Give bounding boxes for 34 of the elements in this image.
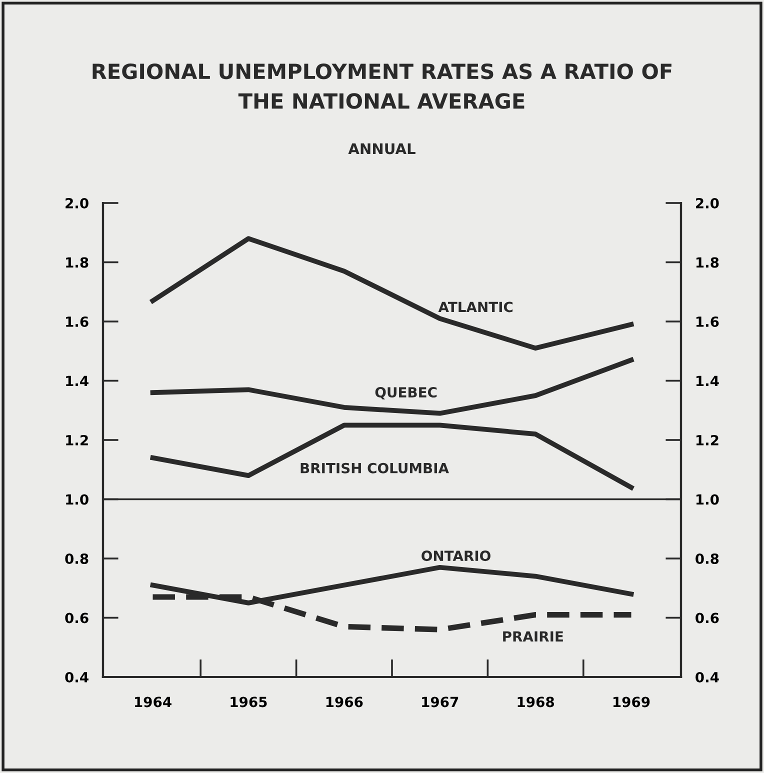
series-label: QUEBEC (375, 387, 437, 400)
y2-tick-label: 1.6 (696, 316, 719, 327)
y-tick-label: 1.2 (66, 434, 88, 446)
y-tick-label: 1.6 (66, 316, 88, 327)
x-tick-label: 1968 (518, 696, 554, 708)
y2-tick-label: 2.0 (696, 198, 719, 208)
x-tick-label: 1969 (613, 696, 650, 708)
chart-subtitle: ANNUAL (348, 143, 416, 154)
y2-tick-label: 0.6 (696, 612, 719, 624)
y-tick-label: 0.6 (65, 612, 88, 624)
series-label: ONTARIO (422, 550, 490, 562)
x-tick-label: 1966 (326, 696, 363, 708)
series-label: PRAIRIE (503, 631, 563, 642)
y2-tick-label: 1.0 (696, 494, 719, 505)
y2-tick-label: 0.4 (696, 672, 719, 682)
x-tick-label: 1964 (135, 696, 172, 708)
line-series (150, 422, 634, 490)
y-tick-label: 1.8 (66, 257, 88, 268)
x-tick-label: 1965 (230, 696, 267, 708)
series-label: BRITISH COLUMBIA (300, 462, 449, 474)
line-series (150, 358, 634, 416)
x-tick-label: 1967 (422, 696, 458, 708)
line-series (150, 236, 634, 351)
y2-tick-label: 1.8 (696, 257, 719, 268)
series-label: ATLANTIC (438, 302, 513, 312)
y-tick-label: 1.4 (66, 376, 88, 386)
y-tick-label: 0.8 (65, 553, 88, 564)
chart-title: REGIONAL UNEMPLOYMENT RATES AS A RATIO OF THE NATIONAL AVERAGE (92, 63, 672, 109)
y-tick-label: 0.4 (65, 672, 88, 682)
y-tick-label: 2.0 (66, 198, 88, 208)
y2-tick-label: 1.4 (696, 376, 719, 386)
y-tick-label: 1.0 (66, 494, 88, 505)
y2-tick-label: 0.8 (696, 553, 719, 564)
y2-tick-label: 1.2 (696, 434, 718, 446)
